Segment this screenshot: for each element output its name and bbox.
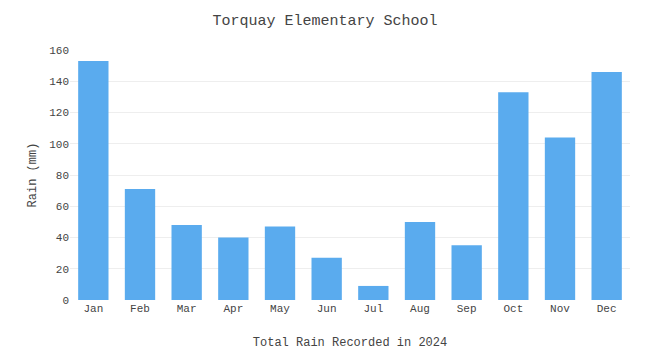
svg-text:Aug: Aug bbox=[410, 303, 430, 315]
svg-text:80: 80 bbox=[56, 170, 69, 182]
svg-text:160: 160 bbox=[49, 45, 69, 57]
svg-text:40: 40 bbox=[56, 232, 69, 244]
svg-text:Rain (mm): Rain (mm) bbox=[26, 143, 40, 208]
svg-text:140: 140 bbox=[49, 76, 69, 88]
svg-text:Sep: Sep bbox=[457, 303, 477, 315]
svg-text:Oct: Oct bbox=[503, 303, 523, 315]
svg-text:Jul: Jul bbox=[363, 303, 383, 315]
svg-text:120: 120 bbox=[49, 107, 69, 119]
svg-text:Total Rain Recorded in 2024: Total Rain Recorded in 2024 bbox=[253, 336, 447, 350]
svg-text:Dec: Dec bbox=[597, 303, 617, 315]
svg-text:20: 20 bbox=[56, 264, 69, 276]
svg-text:Jan: Jan bbox=[83, 303, 103, 315]
svg-text:0: 0 bbox=[62, 295, 69, 307]
svg-text:May: May bbox=[270, 303, 290, 315]
svg-text:100: 100 bbox=[49, 139, 69, 151]
svg-text:60: 60 bbox=[56, 201, 69, 213]
svg-text:Mar: Mar bbox=[177, 303, 197, 315]
svg-text:Feb: Feb bbox=[130, 303, 150, 315]
svg-text:Jun: Jun bbox=[317, 303, 337, 315]
svg-text:Apr: Apr bbox=[223, 303, 243, 315]
svg-text:Torquay Elementary School: Torquay Elementary School bbox=[212, 13, 437, 30]
svg-text:Nov: Nov bbox=[550, 303, 570, 315]
